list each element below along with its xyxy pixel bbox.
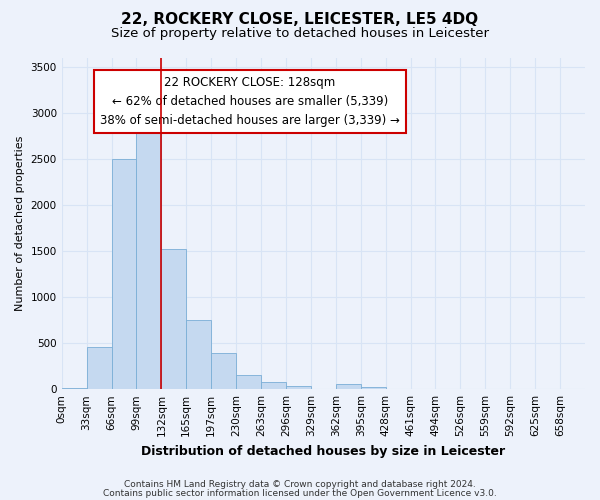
Text: 22 ROCKERY CLOSE: 128sqm
← 62% of detached houses are smaller (5,339)
38% of sem: 22 ROCKERY CLOSE: 128sqm ← 62% of detach… xyxy=(100,76,400,126)
Text: Contains HM Land Registry data © Crown copyright and database right 2024.: Contains HM Land Registry data © Crown c… xyxy=(124,480,476,489)
Bar xyxy=(112,159,136,389)
Text: Size of property relative to detached houses in Leicester: Size of property relative to detached ho… xyxy=(111,28,489,40)
Bar xyxy=(62,388,86,389)
Bar xyxy=(186,320,211,389)
Bar xyxy=(286,386,311,389)
Text: 22, ROCKERY CLOSE, LEICESTER, LE5 4DQ: 22, ROCKERY CLOSE, LEICESTER, LE5 4DQ xyxy=(121,12,479,28)
Bar xyxy=(161,249,186,389)
Bar xyxy=(211,353,236,389)
Y-axis label: Number of detached properties: Number of detached properties xyxy=(15,136,25,311)
Bar xyxy=(236,375,261,389)
Text: Contains public sector information licensed under the Open Government Licence v3: Contains public sector information licen… xyxy=(103,488,497,498)
Bar xyxy=(361,388,386,389)
X-axis label: Distribution of detached houses by size in Leicester: Distribution of detached houses by size … xyxy=(141,444,505,458)
Bar xyxy=(336,384,361,389)
Bar xyxy=(136,130,161,389)
Bar xyxy=(261,382,286,389)
Bar xyxy=(86,347,112,389)
